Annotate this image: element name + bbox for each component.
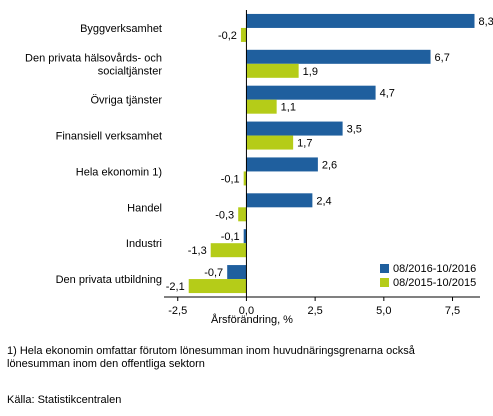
bar-series-1 [246,121,343,136]
data-label: -0,7 [204,267,223,279]
category-labels: Byggverksamhet Den privata hälsovårds- oc… [25,23,162,286]
data-label: -2,1 [166,281,185,293]
value-labels: 8,3 -0,2 6,7 1,9 4,7 1,1 3,5 1,7 2,6 -0,1 2,4 -0,3 -… [166,16,493,293]
x-axis-title: Årsförändring, % [211,313,293,326]
legend-label: 08/2016-10/2016 [393,263,476,275]
bar-series-2 [246,99,277,114]
data-label: 1,9 [303,66,318,78]
legend: 08/2016-10/2016 08/2015-10/2015 [380,263,476,289]
data-label: -0,3 [215,209,234,221]
footnote-line-1: 1) Hela ekonomin omfattar förutom lönesu… [7,345,415,357]
bar-series-2 [243,171,247,186]
bar-series-2 [238,207,247,222]
bar-series-1 [243,229,247,244]
bar-series-1 [246,13,475,28]
data-label: 4,7 [380,88,395,100]
bar-series-2 [240,27,247,42]
bar-chart: Byggverksamhet Den privata hälsovårds- oc… [25,10,493,326]
category-label: Finansiell verksamhet [56,131,162,143]
data-label: 6,7 [435,52,450,64]
category-label: Handel [127,202,162,214]
category-label: Byggverksamhet [80,23,162,35]
data-label: 2,6 [322,159,337,171]
data-label: -0,2 [218,30,237,42]
x-tick-label: 7,5 [445,305,460,317]
category-label: Den privata hälsovårds- och [25,52,162,64]
x-tick-label: 2,5 [307,305,322,317]
axes: -2,5 0,0 2,5 5,0 7,5 [164,10,480,317]
bar-series-1 [246,157,318,172]
data-label: 8,3 [479,16,493,28]
bar-series-1 [246,193,313,208]
bar-series-2 [210,243,247,258]
data-label: 1,7 [297,138,312,150]
data-label: -0,1 [221,173,240,185]
legend-label: 08/2015-10/2015 [393,277,476,289]
source-note: Källa: Statistikcentralen [7,394,122,406]
bars [188,13,475,294]
bar-series-2 [188,279,247,294]
category-label: Den privata utbildning [56,274,162,286]
data-label: 3,5 [347,124,362,136]
category-label: Industri [126,238,162,250]
category-label: Hela ekonomin 1) [76,166,162,178]
category-label: Övriga tjänster [90,95,162,107]
data-label: 2,4 [316,195,331,207]
x-tick-label: 5,0 [376,305,391,317]
bar-series-1 [227,265,247,280]
footnote-line-2: lönesumman inom den offentliga sektorn [7,358,205,370]
legend-swatch [380,278,389,287]
data-label: -0,1 [221,231,240,243]
category-label: socialtjänster [98,65,163,77]
bar-series-1 [246,85,376,100]
bar-series-2 [246,63,299,78]
data-label: -1,3 [188,245,207,257]
legend-swatch [380,264,389,273]
bar-series-2 [246,135,294,150]
data-label: 1,1 [281,102,296,114]
x-tick-label: 0,0 [239,305,254,317]
x-tick-label: -2,5 [168,305,187,317]
bar-series-1 [246,49,431,64]
